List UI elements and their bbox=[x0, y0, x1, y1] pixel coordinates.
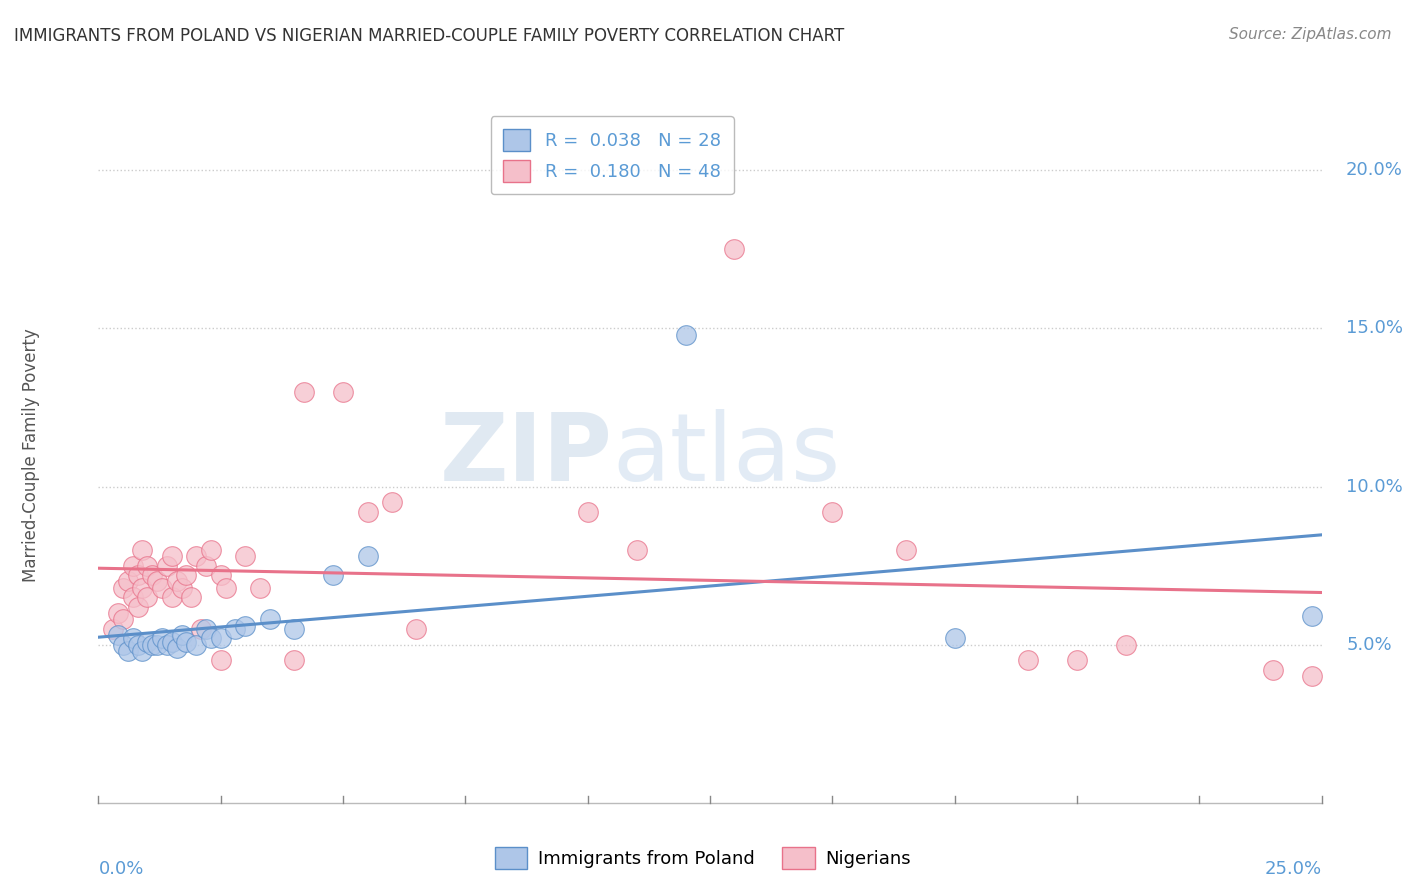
Point bbox=[233, 549, 256, 563]
Point bbox=[233, 618, 256, 632]
Point bbox=[166, 574, 188, 589]
Point bbox=[170, 581, 193, 595]
Point bbox=[405, 622, 427, 636]
Point bbox=[150, 632, 173, 646]
Point bbox=[111, 581, 134, 595]
Legend: R =  0.038   N = 28, R =  0.180   N = 48: R = 0.038 N = 28, R = 0.180 N = 48 bbox=[491, 116, 734, 194]
Point bbox=[1115, 638, 1137, 652]
Point bbox=[160, 634, 183, 648]
Point bbox=[156, 638, 179, 652]
Point bbox=[1261, 663, 1284, 677]
Point bbox=[166, 640, 188, 655]
Text: Married-Couple Family Poverty: Married-Couple Family Poverty bbox=[22, 328, 41, 582]
Point bbox=[214, 581, 236, 595]
Text: IMMIGRANTS FROM POLAND VS NIGERIAN MARRIED-COUPLE FAMILY POVERTY CORRELATION CHA: IMMIGRANTS FROM POLAND VS NIGERIAN MARRI… bbox=[14, 27, 845, 45]
Point bbox=[224, 622, 246, 636]
Point bbox=[150, 581, 173, 595]
Text: 20.0%: 20.0% bbox=[1346, 161, 1403, 179]
Text: 10.0%: 10.0% bbox=[1346, 477, 1403, 496]
Point bbox=[894, 542, 917, 557]
Point bbox=[146, 574, 169, 589]
Point bbox=[200, 542, 222, 557]
Point bbox=[1301, 609, 1323, 624]
Legend: Immigrants from Poland, Nigerians: Immigrants from Poland, Nigerians bbox=[486, 838, 920, 879]
Point bbox=[131, 644, 153, 658]
Point bbox=[209, 653, 232, 667]
Point bbox=[283, 653, 305, 667]
Point bbox=[626, 542, 648, 557]
Point bbox=[259, 612, 281, 626]
Text: 0.0%: 0.0% bbox=[98, 860, 143, 878]
Point bbox=[127, 638, 149, 652]
Point bbox=[943, 632, 966, 646]
Point bbox=[111, 612, 134, 626]
Text: 25.0%: 25.0% bbox=[1264, 860, 1322, 878]
Point bbox=[821, 505, 844, 519]
Point bbox=[176, 568, 198, 582]
Text: Source: ZipAtlas.com: Source: ZipAtlas.com bbox=[1229, 27, 1392, 42]
Point bbox=[146, 638, 169, 652]
Point bbox=[249, 581, 271, 595]
Point bbox=[170, 628, 193, 642]
Point bbox=[121, 558, 143, 573]
Point bbox=[156, 558, 179, 573]
Point bbox=[381, 495, 404, 509]
Point bbox=[322, 568, 344, 582]
Point bbox=[131, 581, 153, 595]
Text: atlas: atlas bbox=[612, 409, 841, 501]
Point bbox=[160, 591, 183, 605]
Point bbox=[101, 622, 124, 636]
Point bbox=[127, 599, 149, 614]
Text: ZIP: ZIP bbox=[439, 409, 612, 501]
Point bbox=[141, 638, 163, 652]
Text: 15.0%: 15.0% bbox=[1346, 319, 1403, 337]
Point bbox=[200, 632, 222, 646]
Point bbox=[131, 542, 153, 557]
Point bbox=[723, 243, 745, 257]
Point bbox=[675, 327, 697, 342]
Point bbox=[576, 505, 599, 519]
Point bbox=[186, 638, 208, 652]
Point bbox=[209, 568, 232, 582]
Text: 5.0%: 5.0% bbox=[1346, 636, 1392, 654]
Point bbox=[136, 591, 159, 605]
Point bbox=[121, 632, 143, 646]
Point bbox=[111, 638, 134, 652]
Point bbox=[117, 574, 139, 589]
Point bbox=[180, 591, 202, 605]
Point bbox=[117, 644, 139, 658]
Point bbox=[292, 384, 315, 399]
Point bbox=[141, 568, 163, 582]
Point bbox=[195, 558, 218, 573]
Point bbox=[107, 628, 129, 642]
Point bbox=[332, 384, 354, 399]
Point bbox=[195, 622, 218, 636]
Point bbox=[160, 549, 183, 563]
Point bbox=[107, 606, 129, 620]
Point bbox=[1017, 653, 1039, 667]
Point bbox=[136, 558, 159, 573]
Point bbox=[136, 634, 159, 648]
Point bbox=[209, 632, 232, 646]
Point bbox=[127, 568, 149, 582]
Point bbox=[190, 622, 212, 636]
Point bbox=[176, 634, 198, 648]
Point bbox=[283, 622, 305, 636]
Point bbox=[356, 505, 378, 519]
Point bbox=[121, 591, 143, 605]
Point bbox=[356, 549, 378, 563]
Point bbox=[1301, 669, 1323, 683]
Point bbox=[186, 549, 208, 563]
Point bbox=[1066, 653, 1088, 667]
